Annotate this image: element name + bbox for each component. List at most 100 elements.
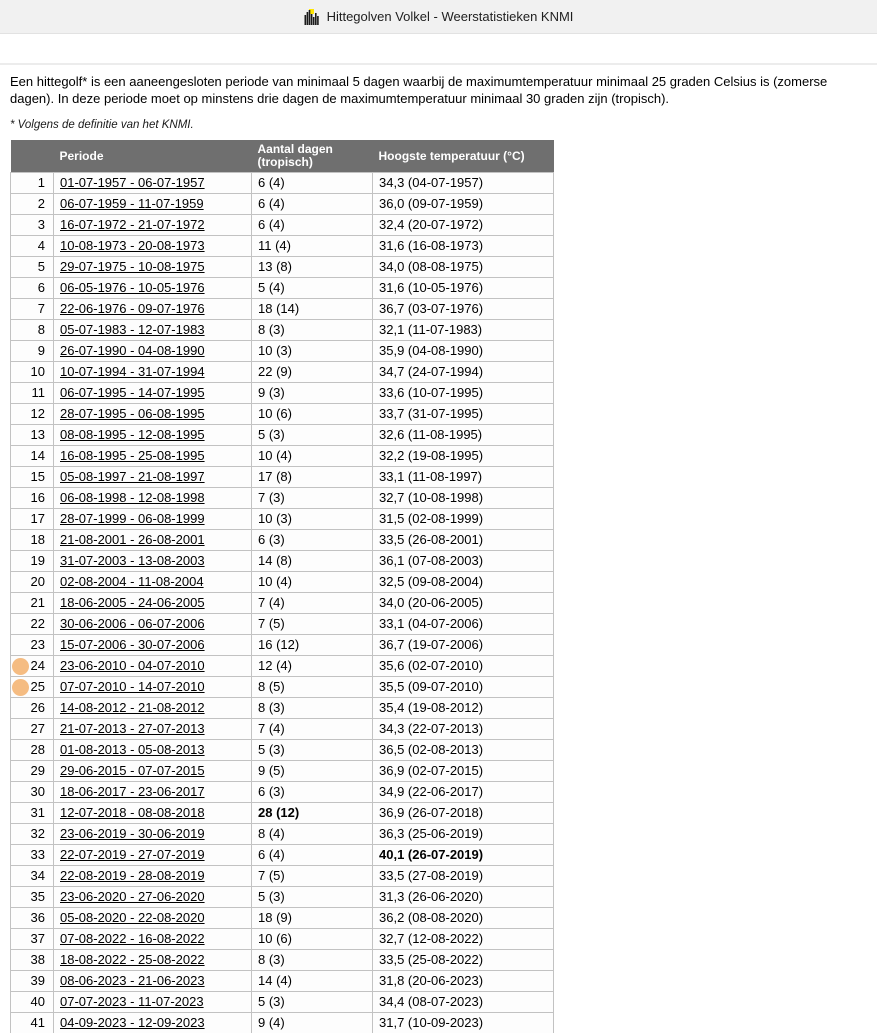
- temp-cell: 31,6 (10-05-1976): [372, 277, 554, 299]
- period-link[interactable]: 06-07-1959 - 11-07-1959: [60, 196, 204, 211]
- period-cell: 22-07-2019 - 27-07-2019: [53, 844, 252, 866]
- period-link[interactable]: 23-06-2010 - 04-07-2010: [60, 658, 205, 673]
- period-link[interactable]: 22-06-1976 - 09-07-1976: [60, 301, 205, 316]
- period-link[interactable]: 05-08-2020 - 22-08-2020: [60, 910, 205, 925]
- table-row: 18 21-08-2001 - 26-08-2001 6 (3) 33,5 (2…: [10, 529, 554, 551]
- days-cell: 8 (5): [251, 676, 373, 698]
- row-number-cell: 8: [10, 319, 54, 341]
- bar-chart-favicon: [304, 8, 320, 25]
- temp-cell: 32,2 (19-08-1995): [372, 445, 554, 467]
- table-row: 16 06-08-1998 - 12-08-1998 7 (3) 32,7 (1…: [10, 487, 554, 509]
- table-row: 3 16-07-1972 - 21-07-1972 6 (4) 32,4 (20…: [10, 214, 554, 236]
- period-link[interactable]: 08-06-2023 - 21-06-2023: [60, 973, 205, 988]
- days-cell: 14 (8): [251, 550, 373, 572]
- days-cell: 18 (9): [251, 907, 373, 929]
- period-link[interactable]: 02-08-2004 - 11-08-2004: [60, 574, 204, 589]
- period-link[interactable]: 16-08-1995 - 25-08-1995: [60, 448, 205, 463]
- table-row: 1 01-07-1957 - 06-07-1957 6 (4) 34,3 (04…: [10, 172, 554, 194]
- period-link[interactable]: 28-07-1999 - 06-08-1999: [60, 511, 205, 526]
- row-number: 3: [37, 217, 45, 232]
- period-link[interactable]: 06-08-1998 - 12-08-1998: [60, 490, 205, 505]
- period-link[interactable]: 14-08-2012 - 21-08-2012: [60, 700, 205, 715]
- table-row: 12 28-07-1995 - 06-08-1995 10 (6) 33,7 (…: [10, 403, 554, 425]
- period-link[interactable]: 07-07-2010 - 14-07-2010: [60, 679, 205, 694]
- table-row: 22 30-06-2006 - 06-07-2006 7 (5) 33,1 (0…: [10, 613, 554, 635]
- row-number-cell: 6: [10, 277, 54, 299]
- row-number: 27: [30, 721, 45, 736]
- period-link[interactable]: 30-06-2006 - 06-07-2006: [60, 616, 205, 631]
- period-link[interactable]: 28-07-1995 - 06-08-1995: [60, 406, 205, 421]
- period-cell: 29-06-2015 - 07-07-2015: [53, 760, 252, 782]
- period-link[interactable]: 29-06-2015 - 07-07-2015: [60, 763, 205, 778]
- table-row: 32 23-06-2019 - 30-06-2019 8 (4) 36,3 (2…: [10, 823, 554, 845]
- period-link[interactable]: 21-08-2001 - 26-08-2001: [60, 532, 205, 547]
- period-link[interactable]: 01-07-1957 - 06-07-1957: [60, 175, 205, 190]
- period-link[interactable]: 01-08-2013 - 05-08-2013: [60, 742, 205, 757]
- period-link[interactable]: 12-07-2018 - 08-08-2018: [60, 805, 205, 820]
- temp-cell: 31,6 (16-08-1973): [372, 235, 554, 257]
- period-cell: 08-06-2023 - 21-06-2023: [53, 970, 252, 992]
- row-number-cell: 1: [10, 172, 54, 194]
- period-cell: 22-06-1976 - 09-07-1976: [53, 298, 252, 320]
- period-link[interactable]: 06-05-1976 - 10-05-1976: [60, 280, 205, 295]
- days-cell: 8 (3): [251, 949, 373, 971]
- row-number-cell: 38: [10, 949, 54, 971]
- temp-cell: 31,8 (20-06-2023): [372, 970, 554, 992]
- table-row: 19 31-07-2003 - 13-08-2003 14 (8) 36,1 (…: [10, 550, 554, 572]
- row-number: 32: [30, 826, 45, 841]
- period-cell: 07-08-2022 - 16-08-2022: [53, 928, 252, 950]
- row-number-cell: 24: [10, 655, 54, 677]
- row-number: 36: [30, 910, 45, 925]
- period-link[interactable]: 05-08-1997 - 21-08-1997: [60, 469, 205, 484]
- app-header: Hittegolven Volkel - Weerstatistieken KN…: [0, 0, 877, 34]
- temp-cell: 34,3 (04-07-1957): [372, 172, 554, 194]
- row-number-cell: 10: [10, 361, 54, 383]
- period-link[interactable]: 31-07-2003 - 13-08-2003: [60, 553, 205, 568]
- period-link[interactable]: 22-08-2019 - 28-08-2019: [60, 868, 205, 883]
- period-link[interactable]: 26-07-1990 - 04-08-1990: [60, 343, 205, 358]
- days-cell: 5 (3): [251, 424, 373, 446]
- period-link[interactable]: 05-07-1983 - 12-07-1983: [60, 322, 205, 337]
- period-link[interactable]: 15-07-2006 - 30-07-2006: [60, 637, 205, 652]
- row-number: 2: [37, 196, 45, 211]
- row-number-cell: 28: [10, 739, 54, 761]
- period-link[interactable]: 21-07-2013 - 27-07-2013: [60, 721, 205, 736]
- period-link[interactable]: 04-09-2023 - 12-09-2023: [60, 1015, 205, 1030]
- temp-cell: 35,5 (09-07-2010): [372, 676, 554, 698]
- period-cell: 01-07-1957 - 06-07-1957: [53, 172, 252, 194]
- temp-cell: 36,9 (02-07-2015): [372, 760, 554, 782]
- period-link[interactable]: 07-07-2023 - 11-07-2023: [60, 994, 204, 1009]
- period-link[interactable]: 07-08-2022 - 16-08-2022: [60, 931, 205, 946]
- period-cell: 21-08-2001 - 26-08-2001: [53, 529, 252, 551]
- row-number-cell: 5: [10, 256, 54, 278]
- period-link[interactable]: 29-07-1975 - 10-08-1975: [60, 259, 205, 274]
- period-link[interactable]: 06-07-1995 - 14-07-1995: [60, 385, 205, 400]
- period-link[interactable]: 18-08-2022 - 25-08-2022: [60, 952, 205, 967]
- row-number-cell: 33: [10, 844, 54, 866]
- row-number: 1: [37, 175, 45, 190]
- column-header-aantal-dagen: Aantal dagen (tropisch): [251, 140, 373, 173]
- period-link[interactable]: 10-08-1973 - 20-08-1973: [60, 238, 205, 253]
- row-number-cell: 9: [10, 340, 54, 362]
- table-body: 1 01-07-1957 - 06-07-1957 6 (4) 34,3 (04…: [10, 172, 554, 1033]
- period-link[interactable]: 22-07-2019 - 27-07-2019: [60, 847, 205, 862]
- row-number: 15: [30, 469, 45, 484]
- row-number: 8: [37, 322, 45, 337]
- days-cell: 14 (4): [251, 970, 373, 992]
- period-link[interactable]: 10-07-1994 - 31-07-1994: [60, 364, 205, 379]
- period-link[interactable]: 18-06-2017 - 23-06-2017: [60, 784, 205, 799]
- row-number-cell: 16: [10, 487, 54, 509]
- period-link[interactable]: 18-06-2005 - 24-06-2005: [60, 595, 205, 610]
- period-link[interactable]: 08-08-1995 - 12-08-1995: [60, 427, 205, 442]
- temp-cell: 32,4 (20-07-1972): [372, 214, 554, 236]
- days-cell: 5 (3): [251, 886, 373, 908]
- row-number: 25: [30, 679, 45, 694]
- row-number: 17: [30, 511, 45, 526]
- days-cell: 10 (3): [251, 508, 373, 530]
- period-link[interactable]: 16-07-1972 - 21-07-1972: [60, 217, 205, 232]
- period-link[interactable]: 23-06-2019 - 30-06-2019: [60, 826, 205, 841]
- period-link[interactable]: 23-06-2020 - 27-06-2020: [60, 889, 205, 904]
- row-number: 29: [30, 763, 45, 778]
- days-cell: 7 (5): [251, 613, 373, 635]
- row-number: 39: [30, 973, 45, 988]
